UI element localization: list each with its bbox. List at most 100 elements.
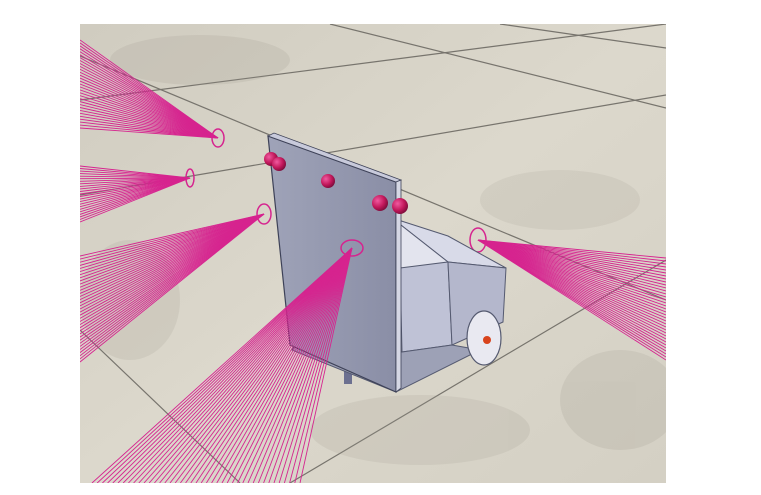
beam-ray	[80, 68, 219, 139]
sensor-beams-front	[91, 239, 364, 483]
beam-ray	[80, 124, 219, 139]
beam-ray	[221, 247, 353, 483]
beam-ray	[80, 213, 265, 307]
beam-ray	[216, 247, 353, 483]
tile-line	[289, 259, 666, 483]
beam-ray	[257, 247, 353, 483]
beam-ray	[242, 247, 353, 483]
beam-ray	[477, 239, 666, 316]
beam-ray	[200, 247, 353, 483]
beam-cone-left	[80, 165, 195, 223]
beam-ray	[80, 118, 219, 139]
beam-ray	[477, 239, 666, 322]
beam-ray	[477, 239, 666, 313]
beam-ray	[477, 239, 666, 265]
beam-ray	[273, 247, 353, 483]
beam-ray	[190, 247, 353, 483]
beam-ray	[80, 83, 219, 139]
beam-ray	[206, 247, 353, 483]
beam-ray	[80, 213, 265, 363]
beam-ray	[80, 95, 219, 139]
sensor-ball	[321, 174, 335, 188]
beam-cone-tip	[211, 128, 225, 148]
floor	[80, 24, 666, 483]
beam-ray	[477, 239, 666, 301]
beam-ray	[477, 239, 666, 289]
beam-ray	[268, 247, 353, 483]
beam-ray	[122, 247, 353, 483]
beam-ray	[477, 239, 666, 271]
beam-ray	[477, 239, 666, 328]
robot-panel-side-edge	[395, 179, 402, 393]
beam-ray	[211, 247, 353, 483]
beam-ray	[477, 239, 666, 304]
beam-cone-right	[469, 227, 666, 361]
tile-line	[499, 24, 666, 49]
beam-ray	[159, 247, 353, 483]
beam-ray	[80, 107, 219, 139]
wheel-hub	[483, 336, 491, 344]
beam-ray	[80, 213, 265, 263]
beam-ray	[477, 239, 666, 280]
sensors	[264, 152, 408, 214]
robot	[266, 132, 507, 393]
beam-ray	[80, 92, 219, 139]
beam-cone-upper-left	[80, 39, 225, 148]
beam-ray	[138, 247, 353, 483]
beam-ray	[477, 239, 666, 319]
beam-ray	[477, 239, 666, 283]
sensor-beams-back	[80, 39, 666, 363]
beam-ray	[477, 239, 666, 298]
beam-ray	[80, 115, 219, 139]
beam-ray	[169, 247, 353, 483]
beam-ray	[80, 213, 265, 269]
caster	[344, 368, 352, 384]
beam-ray	[133, 247, 353, 483]
sensor-ball	[272, 157, 286, 171]
beam-ray	[226, 247, 353, 483]
beam-ray	[477, 239, 666, 361]
beam-ray	[477, 239, 666, 292]
beam-ray	[80, 213, 265, 288]
beam-ray	[247, 247, 353, 483]
beam-ray	[294, 247, 353, 483]
beam-cone-tip	[185, 168, 195, 188]
beam-ray	[289, 247, 353, 483]
beam-ray	[185, 247, 353, 483]
beam-ray	[80, 112, 219, 139]
beam-ray	[283, 247, 353, 483]
beam-ray	[107, 247, 353, 483]
tile-line	[80, 24, 666, 101]
beam-ray	[80, 213, 265, 297]
beam-ray	[477, 239, 666, 277]
beam-ray	[180, 247, 353, 483]
beam-ray	[80, 213, 265, 279]
beam-ray	[117, 247, 353, 483]
beam-ray	[195, 247, 353, 483]
beam-cone-tip	[256, 203, 272, 225]
beam-ray	[477, 239, 666, 268]
beam-ray	[477, 239, 666, 259]
beam-ray	[80, 213, 265, 294]
beam-ray	[80, 213, 265, 276]
beam-cone-tip	[340, 239, 364, 257]
beam-ray	[477, 239, 666, 325]
beam-ray	[477, 239, 666, 262]
beam-ray	[80, 127, 219, 139]
beam-ray	[80, 104, 219, 139]
sensor-ball	[372, 195, 388, 211]
tile-line	[329, 24, 666, 109]
beam-ray	[80, 80, 219, 139]
beam-ray	[231, 247, 353, 483]
beam-ray	[164, 247, 353, 483]
beam-ray	[299, 247, 353, 483]
floor-texture	[80, 35, 666, 465]
beam-ray	[80, 213, 265, 313]
beam-cone-front	[91, 239, 364, 483]
beam-ray	[80, 213, 265, 316]
beam-ray	[148, 247, 353, 483]
beam-ray	[80, 213, 265, 266]
beam-ray	[174, 247, 353, 483]
